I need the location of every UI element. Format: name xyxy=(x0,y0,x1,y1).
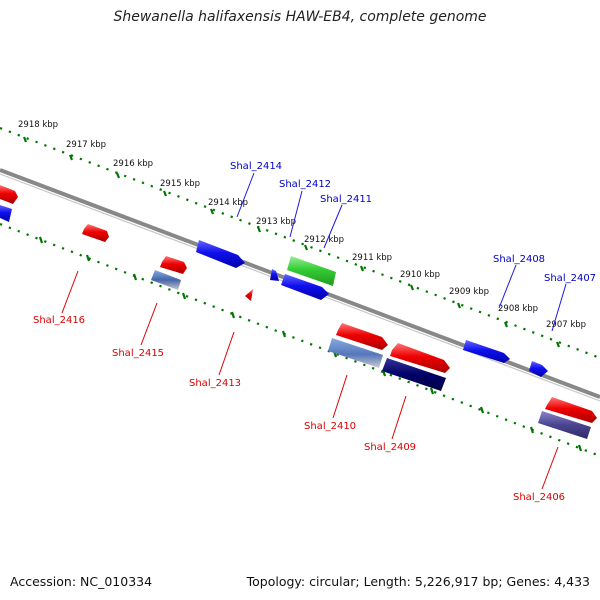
leader-line xyxy=(541,446,559,490)
label-shal-2415: Shal_2415 xyxy=(112,348,164,359)
gene-shal-2411[interactable] xyxy=(287,256,336,286)
kbp-label: 2916 kbp xyxy=(113,159,153,169)
label-shal-2409: Shal_2409 xyxy=(364,442,416,453)
gene-shal-2415[interactable] xyxy=(151,270,181,290)
label-shal-2406: Shal_2406 xyxy=(513,492,565,503)
leader-line xyxy=(332,374,348,419)
kbp-label: 2912 kbp xyxy=(304,235,344,245)
gene-reverse-mid2[interactable] xyxy=(390,343,450,373)
outer-major-ticks xyxy=(22,136,561,348)
leader-line xyxy=(61,270,79,314)
gene-reverse-mid[interactable] xyxy=(336,323,388,350)
gene-shal-2406[interactable] xyxy=(538,411,591,439)
topology-text: Topology: circular; Length: 5,226,917 bp… xyxy=(246,574,590,589)
leader-line xyxy=(140,302,158,346)
gene-shal-2412[interactable] xyxy=(270,269,279,281)
label-shal-2407: Shal_2407 xyxy=(544,273,596,284)
gene-reverse-edge[interactable] xyxy=(0,185,18,204)
leader-line xyxy=(289,190,303,238)
leader-line xyxy=(236,172,255,218)
leader-line xyxy=(218,331,235,376)
gene-shal-2413[interactable] xyxy=(245,289,253,301)
gene-shal-2410[interactable] xyxy=(328,338,383,368)
gene-shal-2407[interactable] xyxy=(529,361,548,377)
label-shal-2410: Shal_2410 xyxy=(304,421,356,432)
kbp-label: 2908 kbp xyxy=(498,304,538,314)
gene-forward-edge[interactable] xyxy=(0,205,12,222)
gene-forward-blue[interactable] xyxy=(281,274,329,300)
leader-line xyxy=(391,395,407,440)
kbp-label: 2909 kbp xyxy=(449,287,489,297)
forward-genes xyxy=(0,205,548,377)
leader-line xyxy=(323,204,343,249)
leader-line xyxy=(551,283,567,332)
gene-shal-2414[interactable] xyxy=(196,240,245,268)
kbp-label: 2914 kbp xyxy=(208,198,248,208)
label-shal-2416: Shal_2416 xyxy=(33,315,85,326)
kbp-label: 2915 kbp xyxy=(160,179,200,189)
forward-labels: Shal_2414 Shal_2412 Shal_2411 Shal_2408 … xyxy=(230,161,596,332)
kbp-label: 2911 kbp xyxy=(352,253,392,263)
gene-shal-2416[interactable] xyxy=(82,224,109,242)
label-shal-2411: Shal_2411 xyxy=(320,194,372,205)
inner-major-ticks xyxy=(38,236,583,452)
kbp-label: 2913 kbp xyxy=(256,217,296,227)
leader-line xyxy=(498,264,517,309)
gene-reverse-small[interactable] xyxy=(160,256,187,274)
kbp-label: 2918 kbp xyxy=(18,120,58,130)
outer-track-guide xyxy=(0,126,600,360)
reverse-genes xyxy=(0,185,597,439)
kbp-label: 2907 kbp xyxy=(546,320,586,330)
genome-title: Shewanella halifaxensis HAW-EB4, complet… xyxy=(113,9,487,25)
accession-text: Accession: NC_010334 xyxy=(10,574,153,589)
label-shal-2413: Shal_2413 xyxy=(189,378,241,389)
label-shal-2412: Shal_2412 xyxy=(279,179,331,190)
kbp-label: 2910 kbp xyxy=(400,270,440,280)
label-shal-2414: Shal_2414 xyxy=(230,161,282,172)
label-shal-2408: Shal_2408 xyxy=(493,254,545,265)
kbp-label: 2917 kbp xyxy=(66,140,106,150)
gene-shal-2408[interactable] xyxy=(463,340,510,363)
reverse-labels: Shal_2416 Shal_2415 Shal_2413 Shal_2410 … xyxy=(33,270,565,503)
gene-reverse-right[interactable] xyxy=(545,397,597,423)
kbp-labels: 2918 kbp 2917 kbp 2916 kbp 2915 kbp 2914… xyxy=(18,120,586,330)
gene-shal-2409[interactable] xyxy=(382,358,446,391)
